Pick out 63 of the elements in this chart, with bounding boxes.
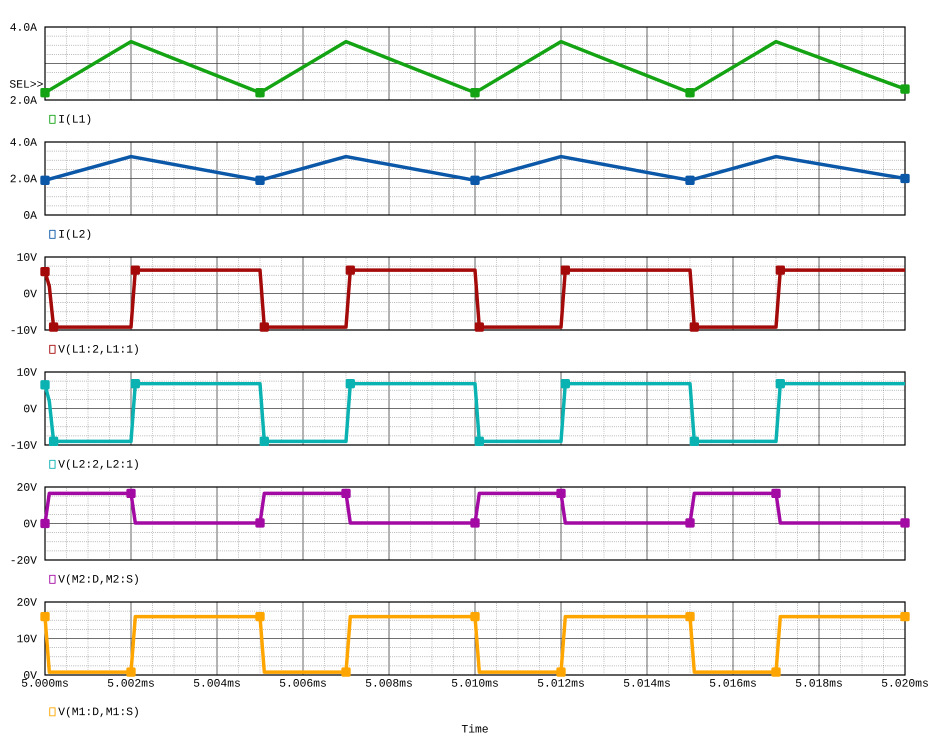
- text: SEL>>: [10, 80, 43, 88]
- x-tick-label: 5.012ms: [538, 679, 584, 687]
- legend-label: I(L1): [59, 114, 90, 125]
- y-tick-label: 2.0A: [10, 174, 37, 182]
- point: [346, 265, 355, 275]
- y-tick-label: -10V: [12, 441, 37, 449]
- legend-label: I(L2): [59, 229, 90, 240]
- point: [560, 265, 570, 275]
- point: [685, 518, 695, 528]
- y-tick-label: -10V: [12, 326, 37, 334]
- point: [40, 518, 50, 528]
- point: [470, 518, 480, 528]
- y-tick-label: 10V: [17, 634, 37, 642]
- y-tick-label: 2.0A: [10, 96, 37, 104]
- point: [260, 436, 269, 446]
- point: [130, 379, 140, 388]
- point: [40, 380, 50, 390]
- point: [474, 322, 484, 332]
- point: [40, 266, 50, 276]
- y-tick-label: 10V: [17, 368, 37, 376]
- point: [48, 322, 58, 332]
- legend-label: V(L1:2,L1:1): [58, 344, 138, 355]
- x-tick-label: 5.002ms: [108, 679, 154, 687]
- legend-label: V(L2:2,L2:1): [58, 459, 138, 470]
- x-tick-label: 5.014ms: [624, 679, 670, 687]
- x-tick-label: 5.004ms: [194, 679, 240, 687]
- y-tick-label: 4.0A: [10, 138, 37, 146]
- point: [130, 265, 140, 275]
- y-tick-label: 4.0A: [10, 23, 37, 31]
- point: [771, 488, 781, 498]
- point: [556, 488, 566, 498]
- point: [900, 518, 910, 528]
- x-axis-title: Time: [462, 724, 488, 733]
- y-tick-label: 10V: [17, 253, 37, 261]
- point: [341, 488, 351, 498]
- y-tick-label: 0A: [24, 211, 37, 219]
- point: [690, 436, 699, 446]
- legend-label: V(M2:D,M2:S): [58, 574, 138, 585]
- y-tick-label: 0V: [24, 404, 37, 412]
- y-tick-label: 0V: [24, 520, 37, 528]
- x-tick-label: 5.016ms: [710, 679, 756, 687]
- x-tick-label: 5.018ms: [796, 679, 842, 687]
- x-tick-label: 5.000ms: [22, 679, 68, 687]
- x-tick-label: 5.006ms: [280, 679, 326, 687]
- point: [474, 436, 484, 446]
- y-tick-label: 0V: [24, 290, 37, 298]
- point: [776, 265, 785, 275]
- y-tick-label: 0V: [24, 671, 37, 679]
- point: [260, 322, 269, 332]
- point: [560, 379, 570, 388]
- point: [126, 488, 136, 498]
- point: [48, 436, 58, 446]
- legend-label: V(M1:D,M1:S): [58, 706, 138, 718]
- x-tick-label: 5.020ms: [882, 679, 928, 687]
- point: [255, 518, 265, 528]
- x-tick-label: 5.010ms: [452, 679, 498, 687]
- point: [346, 379, 355, 388]
- y-tick-label: 20V: [17, 483, 37, 491]
- point: [776, 379, 785, 388]
- x-tick-label: 5.008ms: [366, 679, 412, 687]
- y-tick-label: 20V: [17, 598, 37, 606]
- y-tick-label: -20V: [12, 556, 37, 564]
- point: [690, 322, 699, 332]
